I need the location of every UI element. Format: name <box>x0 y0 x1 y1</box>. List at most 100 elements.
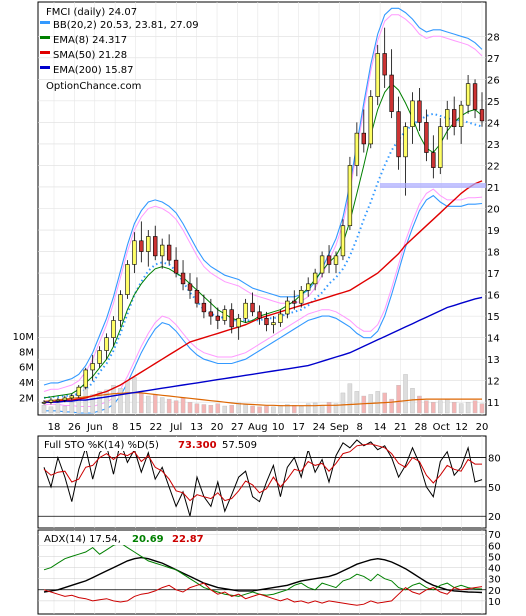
price-tick-label: 17 <box>487 269 500 280</box>
candle-body <box>271 322 276 326</box>
volume-bar <box>264 405 269 414</box>
candle-body <box>452 109 457 128</box>
candle-body <box>389 74 394 112</box>
candle-body <box>431 152 436 168</box>
candle-body <box>41 401 47 404</box>
volume-bar <box>451 402 457 414</box>
price-tick-label: 19 <box>487 226 500 237</box>
sto-k-line <box>43 439 483 517</box>
date-tick-label: 21 <box>394 422 407 433</box>
candle-body <box>222 309 227 321</box>
chart-title: FMCI (daily) 24.07 <box>46 7 137 18</box>
candle-body <box>278 313 283 323</box>
candle-body <box>229 309 234 328</box>
sto-tick-label: 20 <box>488 512 501 523</box>
volume-bar <box>417 395 422 414</box>
volume-average-line <box>43 391 482 407</box>
candle-body <box>173 259 179 274</box>
volume-bar <box>201 404 207 414</box>
candle-body <box>139 240 144 252</box>
legend-ema200: EMA(200) 15.87 <box>53 65 133 76</box>
bb-upper-envelope <box>43 7 483 386</box>
volume-tick-label: 10M <box>13 332 34 343</box>
volume-bar <box>389 398 394 414</box>
volume-bar <box>347 383 353 414</box>
volume-bar <box>166 398 172 414</box>
legend-swatch-sma50 <box>40 51 50 54</box>
candle-body <box>299 289 304 304</box>
volume-bar <box>479 403 485 414</box>
candle-body <box>146 236 151 252</box>
candle-body <box>306 283 311 291</box>
volume-bar <box>305 403 311 414</box>
date-tick-label: 13 <box>190 422 203 433</box>
price-tick-label: 14 <box>487 334 500 345</box>
date-tick-label: Aug <box>248 422 268 433</box>
watermark-text: OptionChance.com <box>46 81 141 92</box>
candle-body <box>104 337 109 351</box>
candle-body <box>180 272 186 285</box>
volume-bar <box>69 402 75 414</box>
volume-tick-label: 6M <box>19 363 34 374</box>
candle-body <box>438 126 443 168</box>
legend-ema8: EMA(8) 24.317 <box>53 35 127 46</box>
candle-body <box>479 109 485 122</box>
candle-body <box>319 255 325 274</box>
legend-sma50: SMA(50) 21.28 <box>53 50 127 61</box>
price-tick-label: 24 <box>487 118 500 129</box>
volume-bar <box>438 400 443 414</box>
adx-tick-label: 60 <box>488 541 501 552</box>
volume-bar <box>465 402 471 414</box>
legend-swatch-bb <box>40 21 50 24</box>
price-tick-label: 16 <box>487 291 500 302</box>
volume-bar <box>361 395 367 414</box>
volume-bar <box>236 402 241 414</box>
volume-bar <box>132 377 137 414</box>
volume-bar <box>292 405 297 414</box>
price-tick-label: 18 <box>487 248 500 259</box>
volume-bar <box>41 405 47 414</box>
candle-body <box>194 289 200 304</box>
volume-bar <box>215 403 221 414</box>
volume-tick-label: 4M <box>19 378 34 389</box>
candle-body <box>403 126 408 158</box>
bollinger-band-lines <box>43 7 483 414</box>
sto-tick-label: 80 <box>488 454 501 465</box>
volume-bar <box>90 394 95 414</box>
date-tick-label: Jun <box>86 422 103 433</box>
stochastic-y-axis-labels: 80 50 20 <box>488 454 501 524</box>
candle-body <box>472 83 478 110</box>
price-tick-label: 12 <box>487 377 500 388</box>
date-tick-label: 10 <box>272 422 285 433</box>
adx-tick-label: 20 <box>488 586 501 597</box>
candle-body <box>132 240 137 265</box>
volume-bar <box>271 406 276 414</box>
volume-bar <box>97 391 102 414</box>
candle-body <box>83 369 88 388</box>
candle-body <box>187 283 193 291</box>
date-tick-label: Sep <box>330 422 349 433</box>
minus-di-line <box>43 582 483 606</box>
adx-tick-label: 50 <box>488 552 501 563</box>
volume-tick-label: 2M <box>19 394 34 405</box>
price-tick-label: 23 <box>487 140 500 151</box>
volume-bar <box>403 374 408 414</box>
candle-body <box>257 311 262 319</box>
price-indicator-lines <box>43 82 483 403</box>
adx-plus-di-value: 20.69 <box>132 534 164 545</box>
volume-bar <box>118 388 123 414</box>
volume-bar <box>208 405 214 414</box>
candle-body <box>410 100 415 128</box>
candle-body <box>465 83 471 106</box>
date-tick-label: 18 <box>48 422 61 433</box>
volume-bar <box>298 405 304 414</box>
date-tick-label: 20 <box>211 422 224 433</box>
price-tick-label: 11 <box>487 398 500 409</box>
volume-bar <box>139 392 144 414</box>
price-tick-label: 21 <box>487 183 500 194</box>
price-band-marker <box>380 183 486 188</box>
volume-bar <box>312 402 318 414</box>
date-tick-label: 17 <box>292 422 305 433</box>
candle-body <box>312 272 318 285</box>
date-tick-label: 12 <box>455 422 468 433</box>
